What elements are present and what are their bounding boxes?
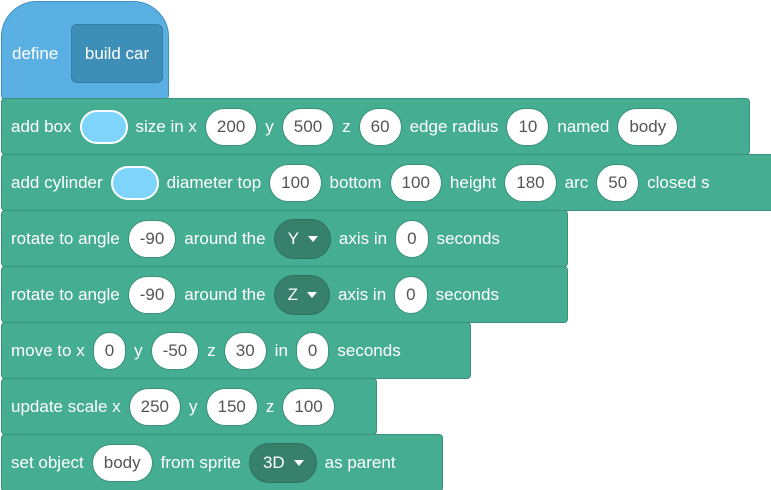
number-input[interactable]: 0	[295, 331, 330, 370]
block-label: as parent	[324, 453, 396, 472]
block-label: y	[189, 396, 198, 416]
menu-dropdown[interactable]: 3D	[248, 443, 317, 483]
block-label: add box	[11, 116, 72, 136]
block-label: around the	[184, 228, 266, 248]
color-swatch[interactable]	[110, 165, 159, 200]
block-label: closed s	[647, 172, 710, 192]
number-input[interactable]: 100	[389, 163, 442, 202]
block-top-notch	[16, 97, 46, 106]
number-input[interactable]: 0	[92, 331, 127, 370]
number-input[interactable]: 10	[506, 107, 550, 146]
caret-down-icon	[306, 291, 317, 298]
number-input[interactable]: -90	[127, 219, 177, 258]
number-input[interactable]: 250	[128, 387, 182, 426]
block-label: rotate to angle	[11, 228, 120, 248]
number-input[interactable]: 100	[282, 387, 335, 426]
block-label: add cylinder	[11, 172, 103, 192]
block-label: z	[342, 116, 351, 136]
number-input[interactable]: body	[617, 107, 679, 146]
block-label: height	[449, 172, 497, 192]
block-label: y	[134, 340, 143, 360]
block-label: axis in	[337, 284, 387, 304]
block-label: named	[557, 116, 610, 136]
dropdown-value: 3D	[262, 453, 285, 472]
block-label: around the	[184, 284, 266, 304]
custom-block-prototype[interactable]: build car	[71, 24, 163, 83]
number-input[interactable]: 100	[269, 163, 322, 202]
block-top-notch	[16, 265, 46, 274]
prototype-label: build car	[84, 44, 150, 63]
dropdown-value: Y	[287, 228, 299, 248]
color-swatch[interactable]	[79, 109, 128, 144]
block-top-notch	[16, 153, 46, 162]
menu-dropdown[interactable]: Z	[273, 274, 330, 315]
block-label: from sprite	[160, 453, 241, 472]
number-input[interactable]: -90	[127, 275, 177, 314]
block-move-to[interactable]: move to x 0 y -50 z 30 in 0 seconds	[1, 322, 471, 379]
block-label: arc	[564, 172, 589, 192]
block-label: seconds	[337, 340, 401, 360]
block-top-notch	[16, 377, 46, 386]
number-input[interactable]: 180	[504, 163, 557, 202]
dropdown-value: Z	[287, 284, 298, 304]
define-hat-block[interactable]: define build car	[1, 1, 169, 101]
block-label: bottom	[329, 172, 382, 192]
block-label: rotate to angle	[11, 284, 120, 304]
block-label: move to x	[11, 340, 85, 360]
block-label: edge radius	[409, 116, 499, 136]
block-top-notch	[16, 321, 46, 330]
block-label: diameter top	[166, 172, 262, 192]
block-label: z	[265, 396, 275, 416]
number-input[interactable]: 50	[596, 163, 640, 202]
block-label: set object	[11, 453, 84, 472]
block-label: update scale x	[11, 396, 121, 416]
block-add-box[interactable]: add box size in x 200 y 500 z 60 edge radius 10 n…	[1, 98, 750, 155]
block-top-notch	[16, 433, 46, 442]
number-input[interactable]: 0	[394, 275, 428, 314]
number-input[interactable]: 200	[204, 107, 258, 146]
block-set-object-parent[interactable]: set object body from sprite 3D as parent	[1, 434, 443, 490]
block-label: seconds	[436, 228, 500, 248]
block-label: z	[207, 340, 216, 360]
number-input[interactable]: body	[91, 444, 153, 482]
block-label: axis in	[338, 228, 388, 248]
block-top-notch	[16, 209, 46, 218]
number-input[interactable]: 60	[358, 107, 402, 146]
caret-down-icon	[293, 460, 304, 466]
number-input[interactable]: -50	[150, 331, 200, 370]
block-label: seconds	[435, 284, 499, 304]
number-input[interactable]: 500	[281, 107, 335, 146]
number-input[interactable]: 150	[205, 387, 258, 426]
block-label: y	[265, 116, 274, 136]
block-add-cylinder[interactable]: add cylinder diameter top 100 bottom 100 heig…	[1, 154, 771, 211]
caret-down-icon	[307, 235, 318, 242]
block-label: size in x	[135, 116, 197, 136]
block-label: in	[274, 340, 288, 360]
number-input[interactable]: 30	[223, 331, 267, 370]
block-update-scale[interactable]: update scale x 250 y 150 z 100	[1, 378, 377, 435]
menu-dropdown[interactable]: Y	[273, 218, 331, 259]
define-label: define	[12, 44, 59, 63]
number-input[interactable]: 0	[395, 219, 429, 258]
